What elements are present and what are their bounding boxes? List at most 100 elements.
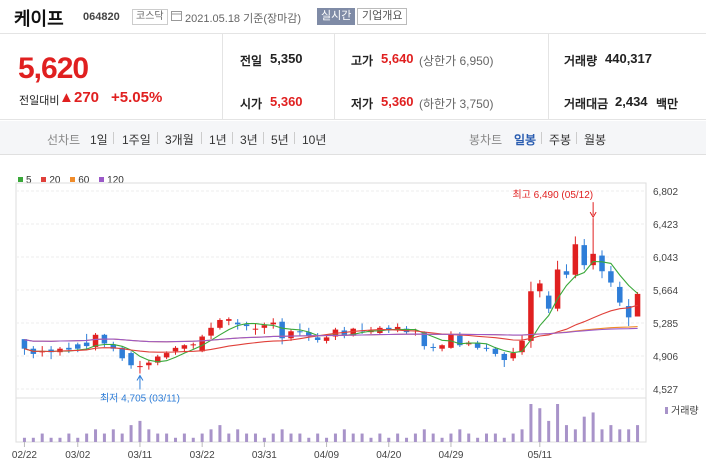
candle-body	[110, 344, 117, 349]
change-percent: +5.05%	[111, 89, 163, 106]
y-tick-label: 4,527	[653, 385, 678, 396]
volume-bar	[120, 433, 124, 442]
volume-bar	[511, 433, 515, 442]
divider	[548, 34, 549, 120]
volume-bar	[636, 425, 640, 442]
candle-body	[492, 348, 499, 354]
candle-body	[341, 330, 348, 336]
candle-body	[119, 347, 125, 359]
volume-bar	[245, 433, 249, 442]
candle-body	[545, 295, 552, 309]
candle-body	[314, 337, 321, 341]
candle-body	[83, 342, 90, 347]
volume-bar	[102, 433, 106, 442]
legend-ma60: 60	[70, 175, 89, 186]
volume-bar	[333, 433, 337, 442]
range-1w[interactable]: 1주일	[122, 133, 151, 147]
volume-bar	[360, 433, 364, 442]
stock-name: 케이프	[14, 9, 64, 29]
volume-bar	[351, 433, 355, 442]
market-badge: 코스닥	[132, 9, 168, 25]
x-tick-label: 04/29	[438, 450, 463, 461]
candle-body	[163, 353, 170, 358]
base-date: 2021.05.18 기준(장마감)	[185, 13, 302, 25]
volume-bar	[156, 433, 160, 442]
ma-line-120	[24, 327, 638, 343]
candle-body	[563, 271, 570, 275]
volume-bar	[307, 437, 311, 442]
range-3y[interactable]: 3년	[240, 133, 258, 147]
candle-body	[288, 331, 294, 339]
line-chart-label: 선차트	[47, 133, 81, 147]
candle-body	[430, 346, 436, 348]
candle-body	[243, 324, 250, 327]
volume-bar	[227, 433, 231, 442]
candle-body	[608, 271, 614, 283]
volume-bar	[67, 433, 71, 442]
volume-bar	[253, 433, 257, 442]
volume-bar	[49, 437, 53, 442]
low-arrow-icon	[136, 374, 144, 381]
volume-bar	[627, 429, 631, 442]
volume-bar	[31, 437, 35, 442]
volume-bar	[493, 433, 497, 442]
volume-bar	[147, 429, 151, 442]
volume-bar	[85, 433, 89, 442]
candle-weekly[interactable]: 주봉	[549, 133, 572, 147]
candle-body	[599, 255, 605, 272]
volume-bar	[289, 433, 293, 442]
x-tick-label: 03/31	[252, 450, 277, 461]
candle-monthly[interactable]: 월봉	[584, 133, 607, 147]
volume-bar	[405, 437, 409, 442]
volume-bar	[369, 437, 373, 442]
current-price: 5,620	[18, 52, 89, 85]
range-5y[interactable]: 5년	[271, 133, 289, 147]
candle-daily[interactable]: 일봉	[514, 133, 537, 147]
volume-bar	[600, 429, 604, 442]
volume-bar	[209, 429, 213, 442]
candle-body	[181, 345, 188, 349]
candlestick-chart[interactable]: 6,802 6,423 6,043 5,664 5,285 4,906 4,527 최고 6,…	[0, 170, 706, 470]
volume-bar	[342, 429, 346, 442]
divider	[222, 34, 223, 120]
legend-ma5: 5	[18, 175, 32, 186]
volume-bar	[174, 437, 177, 442]
candle-body	[137, 366, 143, 368]
high-annotation: 최고 6,490 (05/12)	[512, 189, 593, 201]
volume-bar	[520, 429, 524, 442]
volume-bar	[422, 429, 426, 442]
volume-bar	[467, 433, 471, 442]
y-tick-label: 5,285	[653, 319, 678, 330]
candle-body	[199, 336, 205, 352]
range-3m[interactable]: 3개월	[165, 133, 194, 147]
volume-bar	[218, 425, 222, 442]
volume-bar	[413, 433, 417, 442]
candle-body	[261, 325, 268, 328]
x-tick-label: 02/22	[12, 450, 37, 461]
realtime-button[interactable]: 실시간	[317, 8, 356, 25]
prev-label: 전일	[240, 54, 263, 68]
volume-bar	[325, 437, 329, 442]
y-tick-label: 5,664	[653, 286, 678, 297]
high-label: 고가	[351, 54, 374, 68]
range-1y[interactable]: 1년	[209, 133, 227, 147]
x-tick-label: 03/22	[190, 450, 215, 461]
volume-bar	[378, 433, 382, 442]
range-1d[interactable]: 1일	[90, 133, 108, 147]
low-label: 저가	[351, 97, 374, 111]
x-tick-label: 03/02	[65, 450, 90, 461]
company-info-button[interactable]: 기업개요	[357, 8, 408, 25]
candle-body	[457, 335, 463, 346]
x-tick-label: 05/11	[528, 450, 553, 461]
candle-body	[501, 353, 508, 361]
volume-bar	[564, 425, 568, 442]
candle-body	[617, 286, 623, 303]
y-tick-label: 6,802	[653, 187, 678, 198]
range-10y[interactable]: 10년	[302, 133, 327, 147]
candle-body	[439, 345, 445, 349]
ma-line-5	[24, 260, 638, 363]
change-label: 전일대비	[19, 95, 60, 107]
volume-bar	[538, 408, 542, 442]
candle-body	[510, 353, 516, 359]
candle-body	[270, 322, 276, 325]
